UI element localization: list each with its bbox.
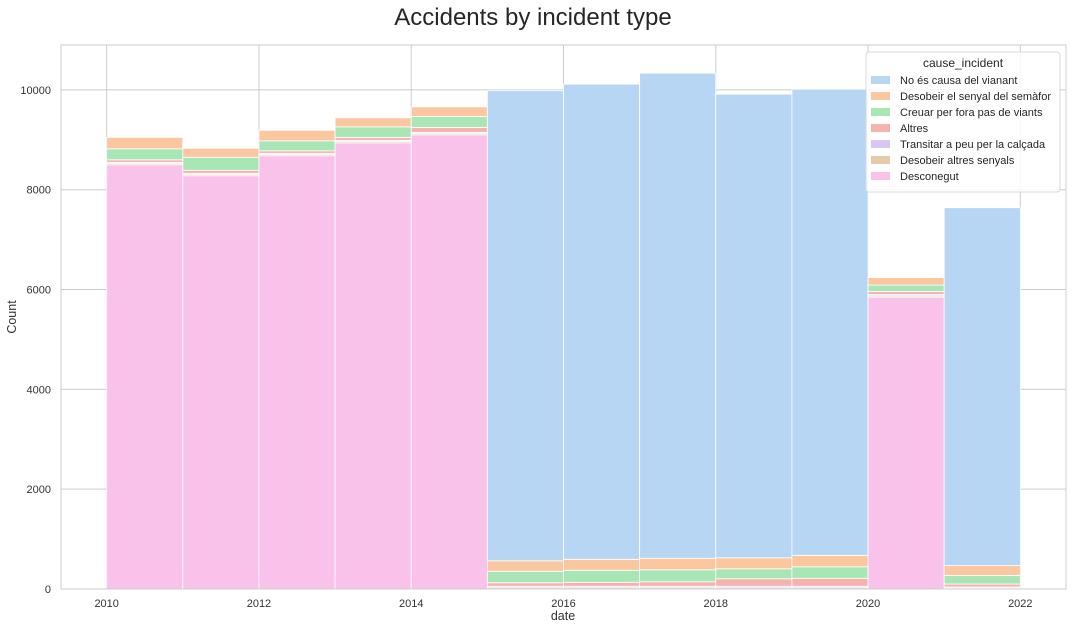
bar-segment: [486, 90, 564, 562]
y-axis-ticks: 0 2000 4000 6000 8000 10000: [20, 85, 51, 596]
bar-segment: [943, 207, 1021, 566]
bar-segment: [410, 106, 488, 117]
bar-segment: [486, 560, 564, 572]
plot-frame: [60, 44, 1067, 590]
bar-segment: [867, 284, 945, 292]
bar-segment: [867, 277, 945, 286]
legend-swatch: [871, 172, 890, 180]
y-axis-label: Count: [5, 300, 19, 334]
legend-box: [865, 51, 1061, 193]
x-tick-label: 2020: [856, 598, 880, 610]
legend-title: cause_incident: [923, 56, 1004, 70]
bar-segment: [639, 569, 717, 583]
bar-segment: [943, 575, 1021, 585]
bar-segment: [715, 93, 793, 559]
bar-segment: [410, 126, 488, 133]
legend-swatch: [871, 124, 890, 132]
legend-entry: No és causa del vianant: [900, 75, 1017, 87]
bar-segment: [563, 558, 641, 571]
bar-segment: [943, 565, 1021, 576]
bar-segment: [791, 566, 869, 579]
legend-swatch: [871, 140, 890, 148]
bar-segment: [715, 578, 793, 587]
bar-segment: [182, 147, 260, 158]
bar-segment: [334, 136, 412, 141]
y-tick-label: 2000: [27, 484, 51, 496]
bar-segment: [715, 557, 793, 570]
x-axis-ticks: 2010 2012 2014 2016 2018 2020 2022: [94, 598, 1032, 610]
legend-entry: Altres: [900, 123, 929, 135]
y-tick-label: 0: [45, 584, 51, 596]
x-tick-label: 2014: [399, 598, 423, 610]
legend-swatch: [871, 108, 890, 116]
bar-segment: [486, 570, 564, 584]
chart-title: Accidents by incident type: [394, 4, 672, 31]
bar-segment: [258, 140, 336, 152]
y-tick-label: 6000: [27, 285, 51, 297]
x-tick-label: 2016: [551, 598, 575, 610]
bar-segment: [334, 126, 412, 138]
bar-segment: [867, 296, 945, 590]
bar-segment: [182, 169, 260, 174]
bar-segment: [258, 129, 336, 142]
bar-segment: [563, 83, 641, 560]
bar-segment: [867, 291, 945, 295]
legend-entry: Creuar per fora pas de viants: [900, 107, 1043, 119]
bar-segment: [258, 155, 336, 590]
y-tick-label: 10000: [20, 85, 51, 97]
bar-segment: [410, 134, 488, 590]
bar-segment: [106, 148, 184, 161]
legend-swatch: [871, 156, 890, 164]
bar-segment: [106, 164, 184, 590]
bar-segment: [639, 581, 717, 587]
bar-segment: [639, 557, 717, 571]
bar-segment: [563, 581, 641, 587]
y-tick-label: 8000: [27, 185, 51, 197]
bar-segment: [715, 568, 793, 580]
bar-segment: [791, 577, 869, 587]
x-tick-label: 2018: [704, 598, 728, 610]
legend-entry: Desconegut: [900, 171, 959, 183]
x-tick-label: 2022: [1008, 598, 1032, 610]
legend-entry: Desobeir altres senyals: [900, 155, 1015, 167]
plot-border: [60, 44, 1067, 590]
bar-segment: [943, 583, 1021, 588]
x-tick-label: 2012: [247, 598, 271, 610]
bar-segment: [791, 88, 869, 556]
y-tick-label: 4000: [27, 384, 51, 396]
legend: cause_incident No és causa del vianant Des…: [865, 51, 1061, 193]
bar-segment: [334, 142, 412, 590]
bar-segment: [106, 136, 184, 150]
legend-swatch: [871, 76, 890, 84]
legend-entry: Desobeir el senyal del semàfor: [900, 91, 1051, 103]
legend-entry: Transitar a peu per la calçada: [900, 139, 1046, 151]
legend-swatch: [871, 92, 890, 100]
x-tick-label: 2010: [94, 598, 118, 610]
bar-segment: [182, 175, 260, 590]
x-axis-label: date: [551, 609, 575, 623]
bar-segment: [182, 156, 260, 171]
bar-segment: [791, 554, 869, 568]
bar-segment: [334, 117, 412, 128]
bar-segment: [410, 115, 488, 128]
bar-segment: [639, 72, 717, 559]
bars: [106, 72, 1021, 590]
bar-segment: [563, 569, 641, 583]
bar-segment: [486, 582, 564, 587]
